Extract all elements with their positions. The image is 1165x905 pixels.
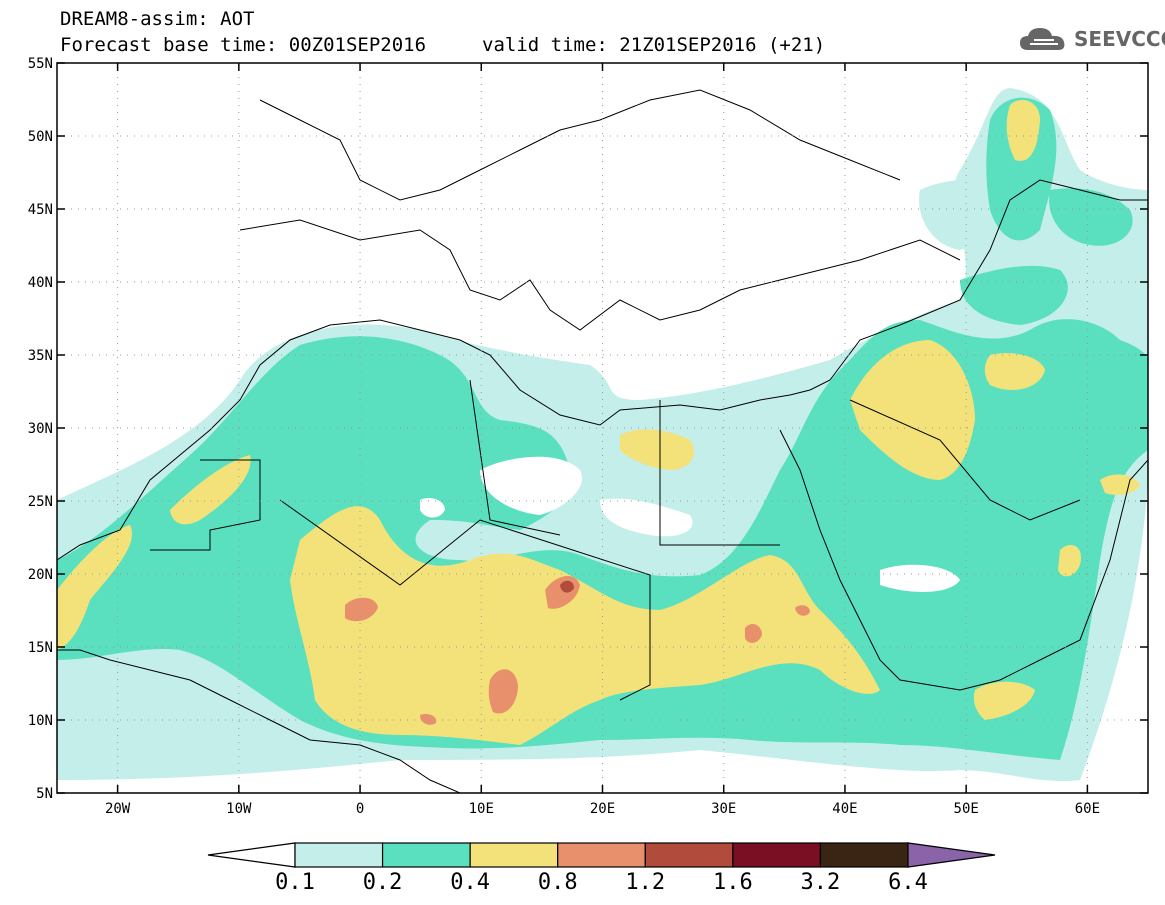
lat-tick-label: 45N	[28, 202, 53, 218]
colorbar-segment	[732, 842, 822, 868]
gridlines	[57, 63, 1148, 793]
lat-tick-label: 20N	[28, 567, 53, 583]
colorbar-level-label: 1.6	[712, 870, 753, 895]
lon-tick-label: 50E	[954, 801, 979, 817]
base-time-label: Forecast base time: 00Z01SEP2016	[60, 34, 427, 56]
logo-text: SEEVCCC	[1074, 27, 1165, 51]
lat-tick-label: 35N	[28, 348, 53, 364]
sahel-borders	[279, 499, 651, 701]
colorbar-level-label: 1.2	[625, 870, 666, 895]
lat-tick-label: 40N	[28, 275, 53, 291]
red-sea-arabia-coast	[779, 429, 1148, 691]
colorbar-level-label: 3.2	[800, 870, 841, 895]
political-boundaries	[57, 89, 1148, 793]
colorbar-segment	[557, 842, 646, 868]
lat-tick-label: 30N	[28, 421, 53, 437]
lon-tick-label: 30E	[711, 801, 736, 817]
colorbar-segment	[819, 842, 909, 868]
colorbar-level-label: 0.8	[537, 870, 578, 895]
colorbar-level-label: 0.4	[450, 870, 491, 895]
lon-tick-label: 60E	[1075, 801, 1100, 817]
lat-tick-label: 55N	[28, 56, 53, 72]
colorbar-level-label: 0.1	[275, 870, 315, 895]
aot-level-1.2	[560, 580, 574, 593]
cloud-icon	[1020, 28, 1065, 50]
colorbar-segment	[644, 842, 734, 868]
colorbar-segment	[294, 842, 384, 868]
colorbar-level-label: 0.2	[362, 870, 403, 895]
longitude-axis: 20W 10W 0 10E 20E 30E 40E 50E 60E	[105, 63, 1100, 817]
colorbar-high-arrow	[907, 842, 996, 868]
europe-south-coast	[239, 219, 961, 331]
lon-tick-label: 20W	[105, 801, 131, 817]
lon-tick-label: 10W	[226, 801, 252, 817]
aot-colorbar	[207, 842, 996, 868]
lat-tick-label: 15N	[28, 640, 53, 656]
lat-tick-label: 25N	[28, 494, 53, 510]
algeria-libya-border	[469, 379, 561, 536]
lon-tick-label: 20E	[590, 801, 615, 817]
europe-borders	[259, 89, 901, 201]
seevccc-logo: SEEVCCC	[1018, 24, 1165, 54]
map-title: DREAM8-assim: AOT	[60, 8, 255, 30]
colorbar-level-label: 6.4	[888, 870, 928, 895]
west-africa-coast	[57, 649, 461, 793]
aot-clear-gaps	[420, 456, 960, 592]
valid-time-label: valid time: 21Z01SEP2016 (+21)	[482, 34, 826, 56]
lon-tick-label: 40E	[832, 801, 857, 817]
north-africa-coast	[57, 319, 831, 561]
lon-tick-label: 0	[356, 801, 364, 817]
lon-tick-label: 10E	[469, 801, 494, 817]
latitude-axis: 55N 50N 45N 40N 35N 30N 25N 20N 15N 10N 5N	[28, 56, 1148, 802]
lat-tick-label: 10N	[28, 713, 53, 729]
colorbar-segment	[469, 842, 559, 868]
arabia-borders	[849, 399, 1081, 521]
mauritania-border	[150, 459, 261, 551]
egypt-sudan-border	[659, 400, 780, 546]
colorbar-low-arrow	[207, 842, 296, 868]
levant-caspian-coast	[829, 179, 1148, 381]
lat-tick-label: 50N	[28, 129, 53, 145]
colorbar-segment	[381, 842, 471, 868]
lat-tick-label: 5N	[36, 786, 53, 802]
